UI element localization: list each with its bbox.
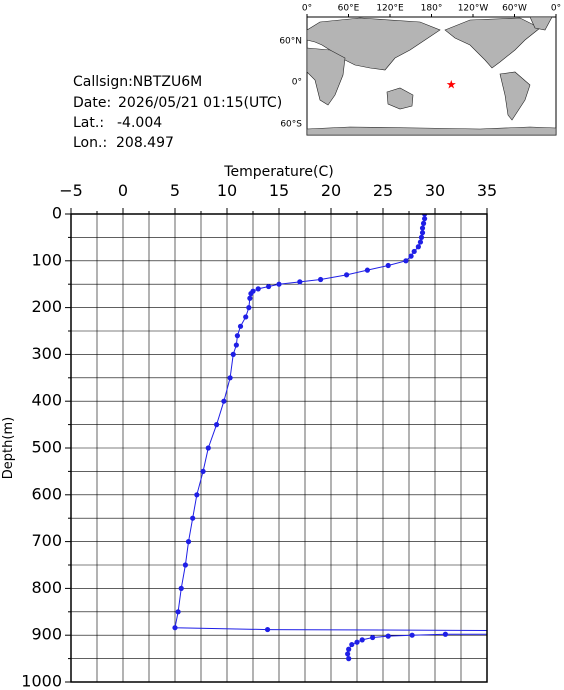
y-tick-label: 600 (31, 484, 62, 503)
lon: 208.497 (116, 135, 174, 151)
data-point (237, 323, 244, 329)
data-point (495, 628, 500, 633)
data-point (200, 468, 206, 474)
data-point (345, 651, 351, 657)
profile-line (174, 214, 487, 659)
station-info: Callsign:NBTZU6M Date: 2026/05/21 01:15(… (73, 74, 282, 151)
x-tick-label: 25 (373, 181, 393, 200)
y-tick-label: 800 (31, 578, 62, 597)
map-lat-label: 60°S (280, 120, 302, 130)
data-point (247, 295, 253, 301)
data-point (411, 248, 417, 255)
y-tick-label: 700 (31, 531, 62, 550)
x-axis-title: Temperature(C) (223, 164, 333, 180)
data-point (248, 290, 254, 297)
data-point (246, 305, 252, 311)
data-point (346, 656, 352, 662)
data-point (359, 637, 365, 643)
data-point (385, 262, 391, 269)
data-point (172, 625, 178, 631)
data-point (417, 239, 424, 245)
map-lon-label: 0° (302, 4, 312, 14)
data-point (408, 253, 414, 259)
y-tick-label: 500 (31, 438, 62, 457)
data-point (364, 267, 370, 273)
x-tick-label: 10 (217, 181, 237, 200)
lon-label: Lon.: (73, 135, 107, 151)
data-point (385, 633, 391, 639)
data-point (234, 333, 240, 339)
y-tick-label: 0 (52, 204, 62, 223)
map-lon-label: 60°E (338, 4, 360, 14)
station-marker: ★ (446, 77, 457, 91)
data-point (442, 631, 448, 637)
map-lat-label: 0° (292, 78, 302, 88)
data-point (418, 234, 425, 240)
y-tick-label: 300 (31, 344, 62, 363)
data-point (276, 281, 282, 287)
data-point (409, 632, 415, 638)
data-point (266, 283, 272, 290)
data-point (190, 515, 196, 521)
date-label: Date: (73, 95, 111, 111)
map-lon-label: 120°W (458, 4, 489, 14)
data-point (175, 609, 181, 615)
data-point (495, 632, 500, 637)
x-tick-label: 20 (321, 181, 341, 200)
land (306, 16, 557, 136)
data-point (255, 286, 261, 292)
data-point (194, 492, 200, 498)
data-point (227, 375, 233, 381)
x-tick-label: −5 (59, 181, 83, 200)
data-point (185, 539, 192, 545)
data-point (318, 276, 324, 283)
data-point (221, 398, 227, 404)
data-point (420, 220, 427, 226)
x-tick-label: 0 (118, 181, 128, 200)
map-inset: 0° 60°E 120°E 180° 120°W 60°W 0° 60°N 0° 60°S (279, 4, 561, 136)
map-lon-label: 120°E (376, 4, 404, 14)
map-lon-label: 0° (551, 4, 561, 14)
data-point (346, 646, 352, 652)
data-point (205, 445, 211, 451)
data-point (344, 272, 350, 278)
lat: -4.004 (117, 115, 162, 131)
x-tick-label: 5 (170, 181, 180, 200)
map-lon-label: 60°W (502, 4, 527, 14)
map-lat-label: 60°N (279, 37, 302, 47)
date: 2026/05/21 01:15(UTC) (118, 95, 282, 111)
data-point (403, 258, 409, 264)
data-point (415, 244, 421, 250)
data-point (230, 351, 236, 357)
y-axis-title: Depth(m) (1, 417, 16, 479)
y-tick-label: 400 (31, 391, 62, 410)
y-tick-label: 200 (31, 297, 62, 316)
y-tick-label: 1000 (21, 672, 62, 690)
y-tick-label: 900 (31, 625, 62, 644)
data-point (370, 634, 376, 641)
data-point (233, 342, 239, 348)
data-point (264, 626, 271, 633)
x-tick-label: 15 (269, 181, 289, 200)
y-tick-label: 100 (31, 250, 62, 269)
data-point (419, 230, 426, 236)
callsign: Callsign:NBTZU6M (73, 74, 202, 90)
data-point (182, 562, 188, 568)
data-point (419, 225, 426, 231)
lat-label: Lat.: (73, 115, 104, 131)
data-point (354, 639, 360, 645)
x-tick-label: 35 (477, 181, 497, 200)
data-point (297, 279, 303, 285)
map-lon-label: 180° (421, 4, 443, 14)
data-point (243, 314, 249, 320)
data-point (349, 641, 355, 648)
x-tick-label: 30 (425, 181, 445, 200)
data-point (214, 422, 220, 428)
data-point (178, 585, 184, 592)
data-point (422, 216, 428, 222)
